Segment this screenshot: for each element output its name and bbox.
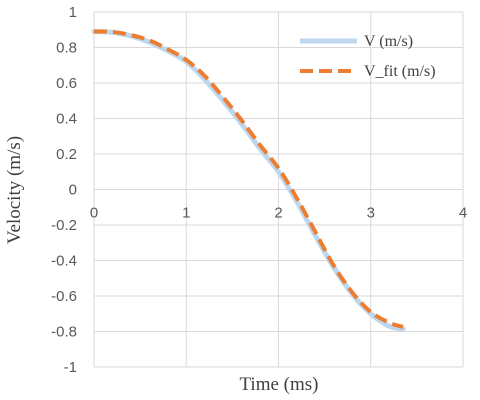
x-tick-label: 1 xyxy=(182,205,190,222)
y-axis-title: Velocity (m/s) xyxy=(4,136,25,244)
series-line-v xyxy=(91,29,406,332)
y-tick-label: 0.6 xyxy=(56,75,77,92)
x-tick-label: 2 xyxy=(274,205,282,222)
legend: V (m/s) V_fit (m/s) xyxy=(300,33,436,80)
y-tick-label: 0.8 xyxy=(56,40,77,57)
x-tick-label: 0 xyxy=(90,205,98,222)
y-tick-label: -1 xyxy=(64,359,77,376)
y-tick-label: -0.8 xyxy=(51,324,77,341)
y-tick-label: 0 xyxy=(69,182,77,199)
axes xyxy=(93,12,463,367)
series-lines xyxy=(91,29,406,332)
x-axis-title: Time (ms) xyxy=(239,374,318,395)
y-tick-label: 0.4 xyxy=(56,111,77,128)
y-tick-label: -0.4 xyxy=(51,253,77,270)
x-tick-label: 4 xyxy=(459,205,467,222)
legend-label: V (m/s) xyxy=(364,33,413,50)
x-tick-label: 3 xyxy=(367,205,375,222)
series-line-v-fit xyxy=(93,29,404,329)
y-tick-label: 1 xyxy=(69,4,77,21)
y-tick-label: 0.2 xyxy=(56,146,77,163)
legend-label: V_fit (m/s) xyxy=(364,63,436,80)
y-tick-label: -0.2 xyxy=(51,217,77,234)
y-tick-label: -0.6 xyxy=(51,288,77,305)
tick-labels: 1 0.8 0.6 0.4 0.2 0 -0.2 -0.4 -0.6 -0.8 -1 0 1 2 3 4 xyxy=(51,4,467,376)
